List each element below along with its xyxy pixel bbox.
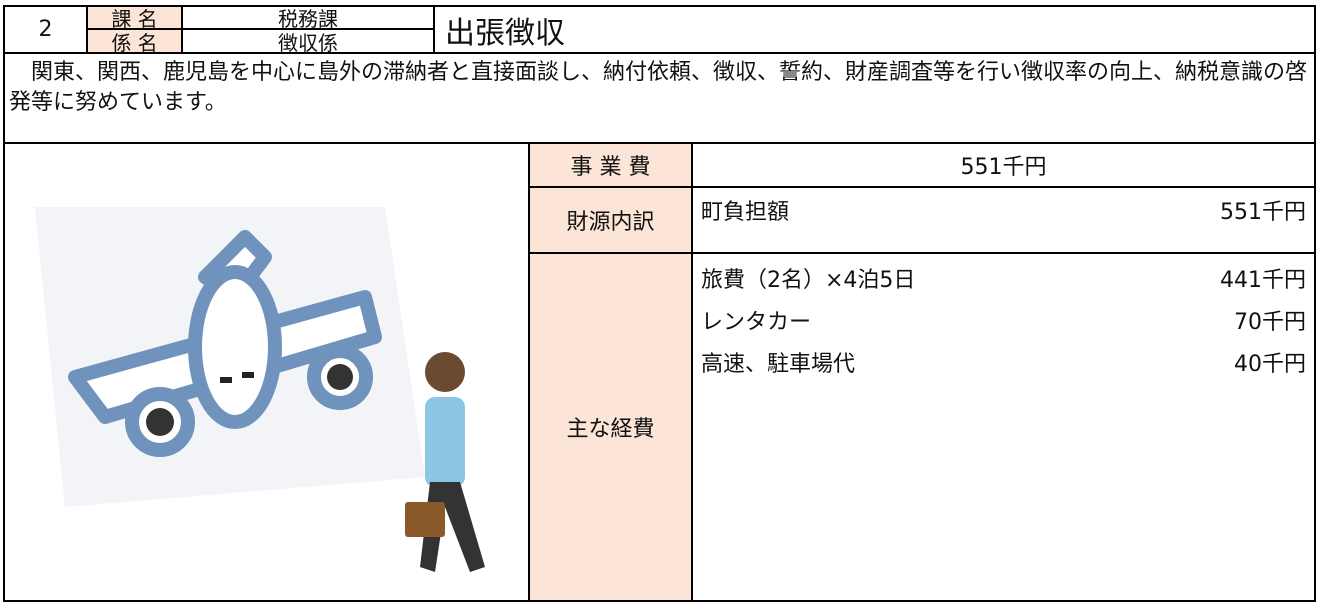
title: 出張徴収 [445, 15, 565, 51]
label: 課 名 [111, 7, 158, 31]
value-cell: 町負担額 551千円 [691, 186, 1316, 254]
value: 徴収係 [278, 30, 338, 55]
image-cell [3, 142, 530, 602]
item-name: 高速、駐車場代 [701, 352, 856, 377]
description-cell: 関東、関西、鹿児島を中心に島外の滞納者と直接面談し、納付依頼、徴収、誓約、財産調… [3, 52, 1316, 144]
number-cell: 2 [3, 5, 88, 54]
item-amount: 441千円 [1220, 268, 1306, 293]
label-cell: 主な経費 [528, 252, 693, 602]
engine [146, 408, 174, 436]
value: 税務課 [278, 7, 338, 31]
engine [327, 364, 353, 390]
airplane [68, 230, 382, 457]
label: 財源内訳 [566, 210, 655, 235]
label-cell: 係 名 [86, 28, 183, 55]
item-amount: 551千円 [1220, 200, 1306, 225]
value-cell: 旅費（2名）×4泊5日 441千円レンタカー 70千円高速、駐車場代 40千円 [691, 252, 1316, 602]
label-cell: 事 業 費 [528, 142, 693, 188]
value-cell: 徴収係 [181, 28, 435, 55]
window [220, 377, 232, 383]
expense-item: レンタカー 70千円 [701, 304, 1306, 336]
window [242, 372, 254, 378]
funding-item: 町負担額 551千円 [701, 194, 1306, 226]
expense-item: 高速、駐車場代 40千円 [701, 346, 1306, 378]
expense-item: 旅費（2名）×4泊5日 441千円 [701, 262, 1306, 294]
item-name: 旅費（2名）×4泊5日 [701, 268, 916, 293]
illustration [35, 207, 485, 572]
label: 事 業 費 [570, 155, 651, 180]
value: 551千円 [960, 155, 1047, 180]
businessman [405, 352, 485, 572]
label: 主な経費 [566, 417, 655, 442]
label-cell: 財源内訳 [528, 186, 693, 254]
value-cell: 551千円 [691, 142, 1316, 188]
label-cell: 課 名 [86, 5, 183, 31]
item-name: レンタカー [701, 310, 812, 335]
title-cell: 出張徴収 [433, 5, 1316, 54]
item-amount: 70千円 [1234, 310, 1306, 335]
item-amount: 40千円 [1234, 352, 1306, 377]
number: 2 [38, 17, 53, 42]
label: 係 名 [111, 30, 158, 55]
description: 関東、関西、鹿児島を中心に島外の滞納者と直接面談し、納付依頼、徴収、誓約、財産調… [9, 60, 1308, 115]
item-name: 町負担額 [701, 200, 790, 225]
